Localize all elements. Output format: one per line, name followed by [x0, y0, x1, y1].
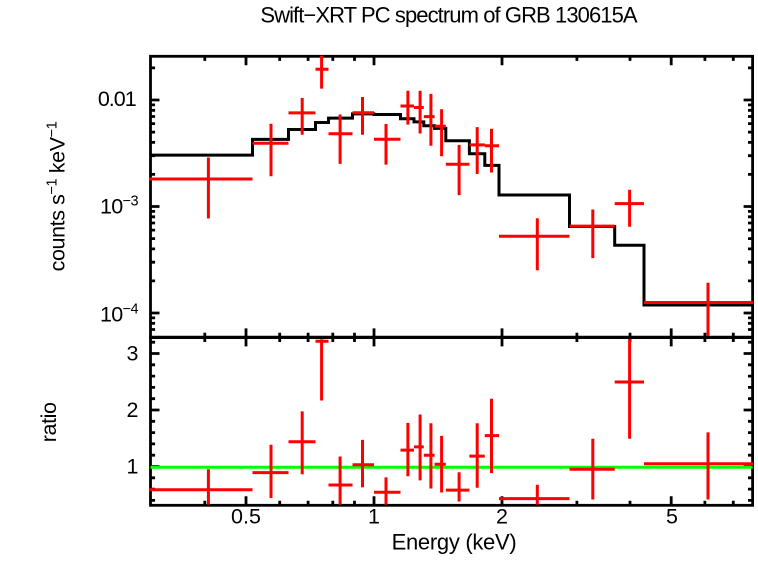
svg-text:1: 1 [127, 455, 139, 479]
svg-text:10−3: 10−3 [100, 193, 139, 218]
svg-text:2: 2 [127, 398, 139, 422]
svg-text:Swift−XRT PC spectrum of GRB 1: Swift−XRT PC spectrum of GRB 130615A [260, 3, 638, 28]
svg-text:10−4: 10−4 [100, 301, 139, 326]
svg-text:Energy (keV): Energy (keV) [392, 530, 517, 555]
svg-text:5: 5 [666, 505, 678, 529]
svg-text:0.5: 0.5 [231, 505, 261, 529]
svg-text:1: 1 [368, 505, 380, 529]
svg-text:counts s−1 keV−1: counts s−1 keV−1 [44, 121, 69, 271]
svg-text:ratio: ratio [37, 402, 61, 442]
svg-text:3: 3 [127, 342, 139, 366]
svg-text:0.01: 0.01 [98, 87, 136, 111]
svg-text:2: 2 [496, 505, 508, 529]
